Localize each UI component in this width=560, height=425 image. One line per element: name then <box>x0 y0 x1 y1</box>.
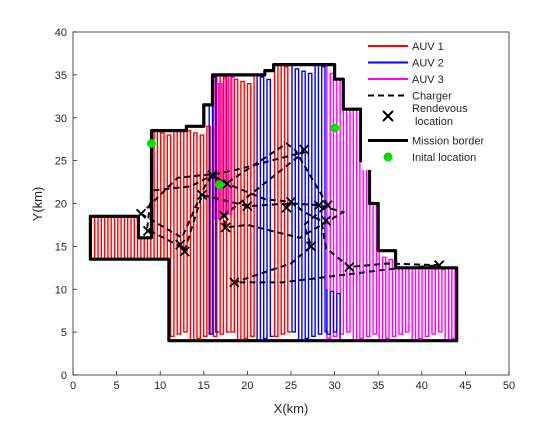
x-axis-ticks: 0 5 10 15 20 25 30 35 40 45 50 <box>70 371 515 392</box>
legend-label-line: Rendevous <box>412 103 468 115</box>
coverage-path-auv1 <box>273 64 292 337</box>
initial-location-marker <box>214 180 224 190</box>
rendezvous-marker-stroke <box>305 241 317 252</box>
rendezvous-marker <box>175 239 186 250</box>
coverage-path-auv2 <box>291 64 329 341</box>
legend-swatch-initial <box>383 152 393 162</box>
rendezvous-marker <box>320 215 332 226</box>
legend-label-auv2: AUV 2 <box>412 58 444 70</box>
legend-label-charger: Charger <box>412 91 452 103</box>
legend-label-auv3: AUV 3 <box>412 74 444 86</box>
y-tick-label: 15 <box>55 241 67 253</box>
legend-label-line: location <box>412 116 453 128</box>
rendezvous-marker <box>142 225 154 237</box>
rendezvous-marker <box>196 189 208 201</box>
rendezvous-marker-stroke <box>196 189 208 201</box>
coverage-path-auv1 <box>230 74 258 341</box>
x-tick-label: 0 <box>70 380 76 392</box>
x-tick-label: 30 <box>328 380 340 392</box>
legend-label-initial: Inital location <box>412 152 476 164</box>
rendezvous-marker-stroke <box>298 144 310 155</box>
rendezvous-marker-stroke <box>434 260 445 271</box>
rendezvous-marker <box>229 277 240 288</box>
x-axis-label: X(km) <box>274 401 309 416</box>
rendezvous-marker <box>285 196 297 207</box>
rendezvous-marker-stroke <box>242 200 253 212</box>
x-tick-label: 10 <box>154 380 166 392</box>
rendezvous-marker-stroke <box>142 225 154 237</box>
coverage-path-auv2 <box>326 289 344 341</box>
rendezvous-marker-stroke <box>281 202 292 213</box>
rendezvous-marker-stroke <box>229 277 240 288</box>
rendezvous-marker-stroke <box>175 239 186 250</box>
rendezvous-marker <box>179 246 190 257</box>
rendezvous-marker <box>207 170 218 181</box>
rendezvous-marker-stroke <box>322 200 333 211</box>
rendezvous-marker <box>220 222 231 233</box>
charger-path-layer <box>140 142 440 284</box>
y-tick-label: 0 <box>61 370 67 382</box>
legend-label-rendezvous: Rendevous location <box>412 103 468 128</box>
legend-label-border: Mission border <box>412 136 484 148</box>
rendezvous-marker <box>344 261 355 273</box>
initial-location-marker <box>146 138 156 148</box>
rendezvous-marker <box>242 200 253 212</box>
y-tick-label: 40 <box>55 27 67 39</box>
legend-box <box>362 36 508 170</box>
y-axis-label: Y(km) <box>30 187 45 222</box>
rendezvous-marker-stroke <box>313 200 325 211</box>
rendezvous-marker <box>281 202 292 213</box>
rendezvous-marker-stroke <box>135 208 147 219</box>
y-axis-ticks: 0 5 10 15 20 25 30 35 40 <box>55 27 77 382</box>
initial-location-marker <box>330 123 340 133</box>
x-tick-label: 45 <box>459 380 471 392</box>
rendezvous-marker <box>434 260 445 271</box>
x-tick-label: 40 <box>416 380 428 392</box>
x-tick-label: 20 <box>241 380 253 392</box>
x-tick-label: 50 <box>503 380 515 392</box>
rendezvous-marker <box>298 144 310 155</box>
rendezvous-marker <box>313 200 325 211</box>
y-tick-label: 35 <box>55 70 67 82</box>
rendezvous-marker-stroke <box>220 222 231 233</box>
rendezvous-marker-stroke <box>222 178 233 189</box>
rendezvous-and-initial-layer <box>135 123 445 288</box>
rendezvous-marker <box>222 178 233 189</box>
x-tick-label: 35 <box>372 380 384 392</box>
rendezvous-marker <box>322 200 333 211</box>
rendezvous-marker-stroke <box>218 210 229 221</box>
rendezvous-marker <box>135 208 147 219</box>
x-tick-label: 5 <box>114 380 120 392</box>
y-tick-label: 20 <box>55 199 67 211</box>
y-tick-label: 5 <box>61 327 67 339</box>
rendezvous-marker-stroke <box>179 246 190 257</box>
rendezvous-marker <box>305 241 317 252</box>
y-tick-label: 30 <box>55 113 67 125</box>
coverage-path-auv1 <box>212 74 230 337</box>
x-tick-label: 15 <box>198 380 210 392</box>
charger-path-line <box>140 142 440 284</box>
y-tick-label: 25 <box>55 156 67 168</box>
rendezvous-marker-stroke <box>320 215 332 226</box>
y-tick-label: 10 <box>55 284 67 296</box>
coverage-path-auv3 <box>214 74 236 220</box>
rendezvous-marker-stroke <box>344 261 355 273</box>
rendezvous-marker <box>218 210 229 221</box>
legend-swatch-rendezvous <box>382 110 394 122</box>
rendezvous-marker-stroke <box>285 196 297 207</box>
rendezvous-marker-stroke <box>207 170 218 181</box>
x-tick-label: 25 <box>285 380 297 392</box>
legend-label-auv1: AUV 1 <box>412 41 444 53</box>
